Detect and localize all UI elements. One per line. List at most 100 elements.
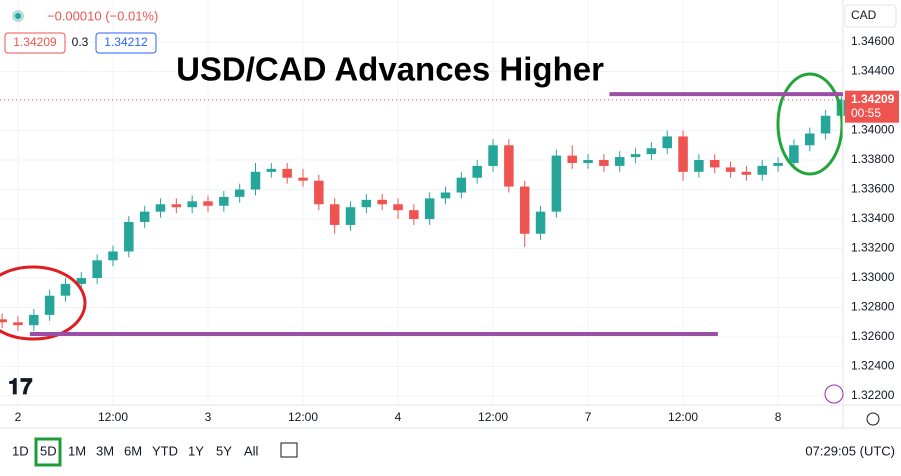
candle-body: [630, 154, 641, 158]
candle-body: [219, 196, 229, 206]
candle-body: [0, 319, 7, 323]
green-circle-annotation: [776, 72, 844, 176]
ask-box[interactable]: [95, 32, 157, 54]
candle-body: [393, 204, 403, 211]
range-button[interactable]: 1Y: [188, 443, 204, 458]
x-tick-label: 12:00: [668, 410, 698, 424]
spread: 0.3: [72, 35, 89, 49]
candle-body: [60, 283, 71, 296]
candle-body: [741, 171, 752, 175]
candle-body: [409, 210, 419, 220]
plot: [0, 96, 847, 332]
range-button[interactable]: 5D: [40, 443, 57, 458]
x-tick-label: 2: [15, 410, 22, 424]
y-tick-label: 1.33400: [851, 211, 895, 225]
candle-body: [124, 221, 134, 252]
candle-body: [599, 160, 609, 166]
settings-icon[interactable]: [866, 412, 880, 426]
range-button[interactable]: All: [244, 443, 259, 458]
x-tick-label: 12:00: [478, 410, 508, 424]
y-tick-label: 1.34000: [851, 123, 895, 137]
candle-body: [694, 160, 704, 172]
candle-body: [725, 167, 736, 172]
candle-body: [361, 199, 372, 208]
candle-body: [29, 314, 39, 326]
range-button[interactable]: 3M: [96, 443, 114, 458]
candle-body: [250, 171, 261, 190]
toolbar: 1D 5D 1M 3M 6M YTD 1Y 5Y All: [12, 437, 259, 467]
clock: 07:29:05 (UTC): [805, 443, 895, 458]
candle-body: [424, 198, 435, 220]
candle-body: [298, 177, 308, 181]
compare-icon[interactable]: [280, 442, 298, 458]
x-tick-label: 3: [205, 410, 212, 424]
candle-body: [108, 251, 118, 261]
grid: [0, 0, 843, 405]
candle-body: [567, 155, 577, 163]
candle-body: [709, 160, 720, 168]
y-tick-label: 1.32400: [851, 359, 895, 373]
candle-body: [456, 177, 467, 193]
candle-body: [773, 162, 783, 166]
candle-body: [614, 157, 625, 166]
bid-box[interactable]: [4, 32, 66, 54]
red-circle-annotation: [0, 265, 87, 341]
y-tick-label: 1.34600: [851, 34, 895, 48]
candle-body: [377, 199, 387, 205]
event-icon[interactable]: [824, 384, 844, 404]
chart-title: USD/CAD Advances Higher: [176, 51, 604, 88]
candle-body: [139, 211, 150, 222]
candle-body: [345, 207, 356, 225]
y-tick-label: 1.33200: [851, 241, 895, 255]
x-tick-label: 12:00: [98, 410, 128, 424]
candle-body: [329, 204, 340, 225]
x-tick-label: 4: [395, 410, 402, 424]
candle-body: [44, 295, 55, 315]
y-tick-label: 1.32600: [851, 329, 895, 343]
logo: 𝟏𝟕: [8, 374, 33, 399]
candle-body: [314, 180, 324, 205]
candle-body: [187, 201, 197, 208]
candle-body: [472, 165, 482, 178]
candle-body: [504, 145, 514, 187]
countdown: 00:55: [851, 106, 881, 120]
y-tick-label: 1.32200: [851, 388, 895, 402]
bid-price: 1.34209: [13, 35, 57, 49]
y-tick-label: 1.33800: [851, 152, 895, 166]
y-tick-label: 1.33600: [851, 182, 895, 196]
candle-body: [92, 260, 102, 279]
candle-body: [76, 278, 87, 284]
candle-body: [583, 160, 593, 163]
active-range-box: [34, 437, 62, 467]
range-button[interactable]: 1D: [12, 443, 29, 458]
candle-body: [234, 189, 245, 197]
range-button[interactable]: YTD: [152, 443, 178, 458]
candle-body: [535, 211, 546, 234]
y-tick-label: 1.34400: [851, 64, 895, 78]
price-change: −0.00010 (−0.01%): [47, 8, 158, 23]
ask-price: 1.34212: [104, 35, 148, 49]
candle-body: [282, 168, 292, 178]
range-button[interactable]: 1M: [68, 443, 86, 458]
x-tick-label: 12:00: [288, 410, 318, 424]
x-tick-label: 8: [775, 410, 782, 424]
candle-body: [757, 165, 767, 175]
candle-body: [13, 322, 23, 326]
candle-body: [804, 133, 815, 146]
candle-body: [171, 204, 182, 208]
currency-box[interactable]: [844, 4, 897, 28]
candle-body: [266, 168, 277, 172]
y-tick-label: 1.32800: [851, 300, 895, 314]
range-button[interactable]: 6M: [124, 443, 142, 458]
last-price-label: 1.34209: [851, 92, 895, 106]
candle-body: [820, 115, 831, 134]
status-dot-core: [15, 13, 21, 19]
range-button[interactable]: 5Y: [216, 443, 232, 458]
candle-body: [203, 201, 213, 206]
last-price-box: [845, 90, 899, 123]
candle-body: [662, 136, 672, 149]
y-tick-label: 1.33000: [851, 270, 895, 284]
candle-body: [440, 192, 451, 199]
